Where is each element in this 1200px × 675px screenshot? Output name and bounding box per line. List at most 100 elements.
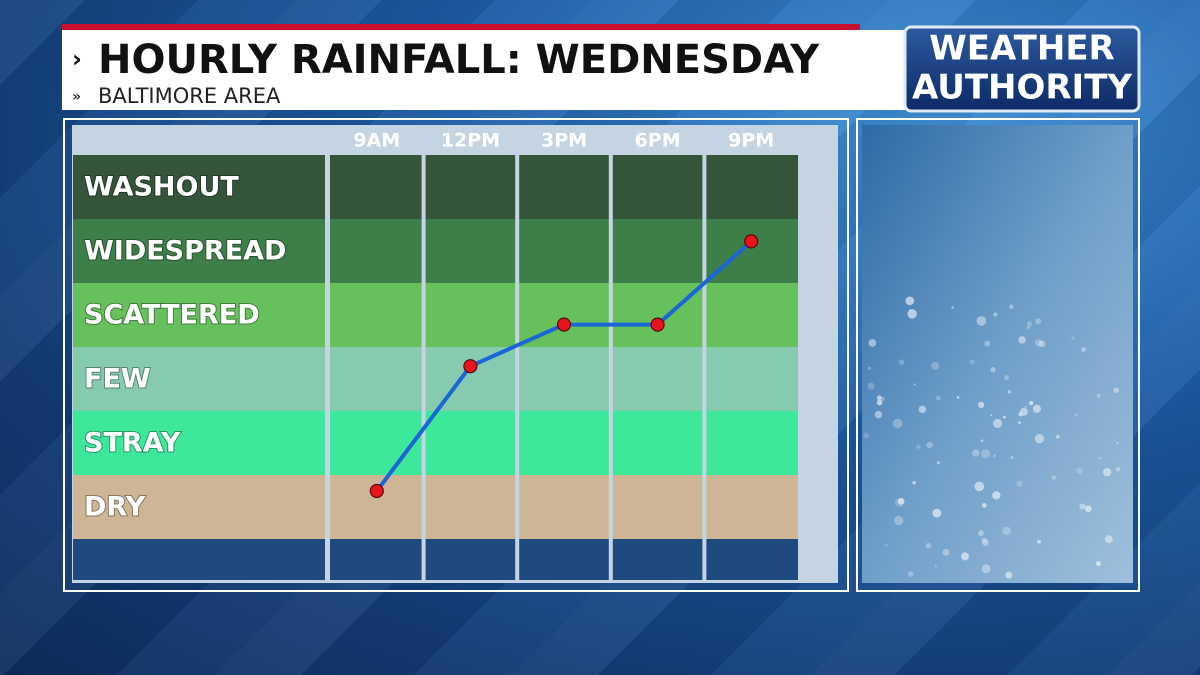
rain-drop <box>876 399 883 406</box>
rain-drop <box>1016 480 1023 487</box>
rain-drop <box>913 383 916 386</box>
rain-drop <box>993 418 1003 428</box>
rain-drop <box>876 395 882 401</box>
rain-drop <box>1115 467 1121 472</box>
rain-drop <box>932 508 942 518</box>
base-row <box>73 539 798 580</box>
rain-drop <box>1032 404 1041 413</box>
x-tick-label: 9AM <box>353 130 400 152</box>
rain-drop <box>1005 571 1013 579</box>
rain-drop <box>1018 421 1021 424</box>
x-tick-label: 12PM <box>441 130 500 152</box>
x-tick-label: 3PM <box>541 130 587 152</box>
rain-drop <box>1098 456 1102 460</box>
rain-drop <box>907 309 917 319</box>
level-band <box>73 347 798 411</box>
rain-drop <box>894 515 904 526</box>
rain-drop <box>974 481 985 492</box>
level-band <box>73 155 798 219</box>
rain-drop <box>907 571 914 577</box>
rain-drop <box>980 439 984 443</box>
y-tick-label: SCATTERED <box>84 300 260 331</box>
rain-drop <box>925 542 932 549</box>
rain-drop <box>978 401 985 409</box>
rain-drop <box>918 405 927 414</box>
rain-drop <box>1051 475 1056 480</box>
column-gap <box>608 155 613 580</box>
level-band <box>73 475 798 539</box>
rain-drop <box>1034 339 1043 347</box>
rain-drop <box>1010 456 1014 460</box>
rain-drop <box>1055 434 1060 439</box>
rain-drop <box>1081 347 1086 352</box>
rain-drop <box>972 449 980 457</box>
chart-subtitle: BALTIMORE AREA <box>98 84 281 108</box>
rain-drop <box>1008 304 1014 309</box>
rain-drop <box>1074 413 1078 416</box>
rain-drops <box>863 296 1121 579</box>
column-gap <box>325 155 330 580</box>
logo-box <box>903 25 1141 113</box>
rain-drop <box>1095 561 1101 567</box>
rain-drop <box>880 396 885 401</box>
rain-drop <box>982 539 989 546</box>
column-gap <box>515 155 520 580</box>
rain-drop <box>1018 412 1023 417</box>
header-bar <box>62 30 910 110</box>
rain-drop <box>1028 400 1034 406</box>
rain-drop <box>926 441 933 449</box>
data-point <box>650 317 665 332</box>
rain-drop <box>981 537 987 543</box>
rain-drop <box>1084 505 1092 513</box>
rain-drop <box>867 382 875 390</box>
header-accent <box>62 24 860 30</box>
rain-drop <box>863 432 869 439</box>
rain-drop <box>912 480 917 485</box>
rain-drop <box>884 543 888 547</box>
y-tick-label: WASHOUT <box>84 172 239 203</box>
y-tick-label: STRAY <box>84 428 181 459</box>
rain-drop <box>931 361 940 370</box>
rain-drop <box>942 548 950 556</box>
level-band <box>73 283 798 347</box>
x-tick-label: 9PM <box>728 130 774 152</box>
rain-drop <box>980 449 991 459</box>
rain-drop <box>936 461 940 465</box>
rain-drop <box>978 530 984 536</box>
rain-drop <box>1024 405 1028 409</box>
rain-drop <box>1116 441 1119 445</box>
data-point <box>744 234 759 249</box>
rain-drop <box>1079 503 1086 510</box>
rain-drop <box>951 306 954 309</box>
rain-drop <box>936 395 941 401</box>
rain-drop <box>868 339 877 347</box>
rain-drop <box>1035 318 1042 325</box>
chart-frame <box>63 118 849 592</box>
rain-drop <box>905 296 915 306</box>
rain-drop <box>897 497 905 505</box>
chart-title: HOURLY RAINFALL: WEDNESDAY <box>98 37 820 83</box>
column-gap <box>702 155 707 580</box>
rain-drop <box>874 410 883 419</box>
logo-line: WEATHER <box>929 29 1114 69</box>
plot: DRY STRAY FEW SCATTERED WIDESPREAD WASHOUT 9AM… <box>73 130 798 580</box>
data-point <box>556 317 572 332</box>
rain-drop <box>1019 407 1029 416</box>
rain-drop <box>1076 467 1083 474</box>
rain-drop <box>1034 434 1045 444</box>
rain-drop <box>1026 326 1030 329</box>
rain-drop <box>892 418 903 429</box>
rain-drop <box>868 366 872 370</box>
level-band <box>73 219 798 283</box>
rain-drop <box>1104 535 1113 544</box>
rain-drop <box>1038 340 1046 348</box>
subtitle-chevron: » <box>72 89 81 105</box>
rain-drop <box>993 312 998 317</box>
rain-drop <box>934 564 937 567</box>
rain-drop <box>976 316 987 326</box>
rain-drop <box>1113 387 1120 394</box>
x-tick-label: 6PM <box>635 130 681 152</box>
rain-drop <box>990 367 996 373</box>
